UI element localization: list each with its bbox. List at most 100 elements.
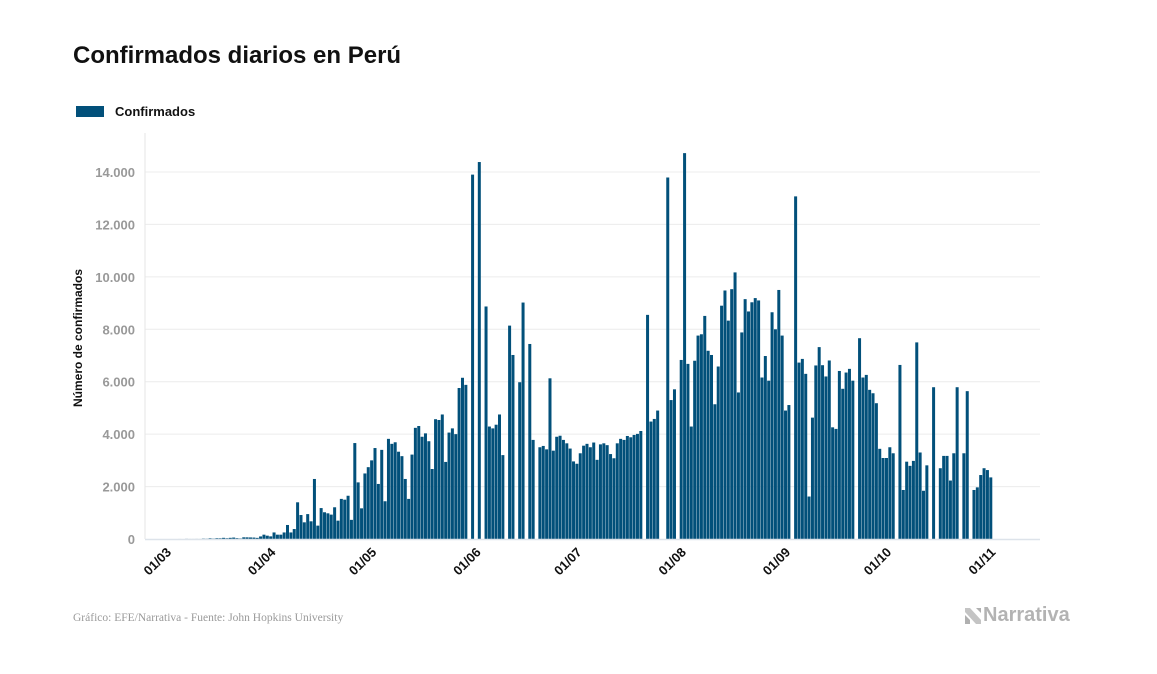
bar-30-03 [259,536,263,539]
bar-09-08 [703,315,707,539]
bar-08-06 [494,424,498,539]
bar-26-10 [965,391,969,539]
bar-11-05 [400,456,404,539]
bar-30-06 [568,448,572,539]
bar-27-08 [763,356,767,539]
bar-02-05 [370,460,374,539]
bar-14-05 [410,454,414,539]
source-footer: Gráfico: EFE/Narrativa - Fuente: John Ho… [73,612,344,624]
bar-26-07 [656,410,660,539]
bar-24-04 [343,499,347,539]
bar-17-05 [420,436,424,539]
bar-28-05 [457,388,461,539]
bar-23-06 [545,449,549,539]
bar-23-10 [955,387,959,539]
bar-07-05 [386,438,390,539]
bar-21-09 [847,368,851,539]
x-tick-label: 01/09 [760,545,794,579]
bar-06-09 [797,362,801,539]
x-tick-label: 01/04 [245,544,279,578]
bar-15-09 [827,360,831,539]
bar-10-05 [397,451,401,539]
bar-30-09 [878,448,882,539]
bar-25-09 [861,377,865,539]
bar-26-05 [450,428,454,539]
bar-01-06 [471,174,475,539]
bar-13-06 [511,354,515,539]
bar-21-03 [228,537,232,539]
bar-08-07 [595,459,599,539]
bar-29-03 [255,537,259,539]
bar-11-09 [814,365,818,539]
bar-07-06 [491,428,495,539]
bar-06-07 [588,447,592,539]
bar-07-04 [286,524,289,539]
bar-03-05 [373,448,377,539]
bar-30-05 [464,384,468,539]
bar-15-03 [208,538,212,539]
legend-label-confirmados: Confirmados [115,104,196,119]
y-tick-label: 10.000 [95,270,135,285]
bar-14-10 [925,465,929,539]
bar-15-06 [518,382,522,539]
bar-20-08 [740,332,744,539]
bar-19-05 [427,441,431,539]
bar-23-07 [646,314,650,539]
bar-26-09 [864,374,868,539]
bar-29-06 [565,443,569,539]
bar-24-06 [548,378,552,539]
bar-10-09 [810,417,814,539]
bar-28-09 [871,393,875,539]
x-tick-label: 01/06 [450,545,484,579]
bar-22-10 [952,453,956,539]
bar-07-10 [901,489,905,539]
bar-24-05 [444,461,448,539]
bar-18-06 [528,343,532,539]
bar-30-07 [669,400,673,539]
y-tick-label: 2.000 [102,480,135,495]
bar-19-03 [222,537,226,539]
bar-25-08 [757,300,761,539]
bar-08-05 [390,443,394,539]
bar-02-09 [784,410,788,539]
bar-20-09 [844,372,848,539]
y-tick-label: 8.000 [102,322,135,337]
bar-21-08 [743,299,747,539]
chart-title: Confirmados diarios en Perú [73,42,402,69]
bar-24-07 [649,421,653,539]
bar-06-10 [898,364,902,539]
bar-10-07 [602,443,606,539]
bar-27-04 [353,443,357,539]
bar-22-08 [747,311,751,539]
bar-06-04 [282,532,286,539]
bar-01-05 [366,467,370,539]
bar-17-04 [319,508,323,539]
bar-02-11 [989,477,993,539]
bar-26-08 [760,377,764,539]
bar-08-10 [905,461,909,539]
bar-05-04 [279,534,283,539]
bar-03-07 [578,453,582,539]
bar-01-09 [780,335,784,539]
bar-07-08 [696,335,700,539]
bar-21-10 [948,480,952,539]
bar-25-03 [242,537,246,539]
bar-03-08 [683,153,687,539]
bar-12-05 [403,478,407,539]
bar-22-09 [851,380,855,539]
y-tick-label: 4.000 [102,427,135,442]
bar-29-05 [460,377,464,539]
bar-15-04 [312,478,316,539]
bar-19-06 [531,439,535,539]
x-tick-label: 01/07 [551,545,585,579]
bar-04-05 [376,483,380,539]
bar-06-08 [693,360,697,539]
bar-02-10 [884,458,888,539]
bar-15-05 [413,427,417,539]
bar-05-08 [689,426,693,539]
bar-09-07 [598,444,602,539]
bar-15-08 [723,290,727,539]
legend: Confirmados [76,104,195,119]
bar-19-09 [841,388,845,539]
